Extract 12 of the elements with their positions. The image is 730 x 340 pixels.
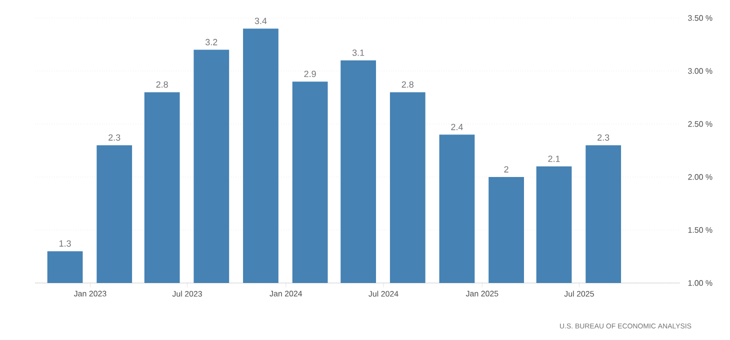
data-label: 2.1 [548, 156, 560, 162]
data-label: 2.3 [108, 134, 120, 141]
data-label: 1.3 [59, 240, 71, 247]
data-label: 2.8 [402, 81, 414, 88]
data-label: 3.1 [352, 50, 364, 56]
data-label: 2.3 [598, 134, 610, 141]
data-label: 2.8 [156, 81, 168, 88]
data-label: 2.9 [304, 70, 316, 78]
data-label: 2 [504, 166, 508, 172]
data-label: 2.4 [451, 124, 463, 130]
data-label: 3.4 [254, 18, 267, 24]
data-label: 3.2 [206, 38, 218, 46]
